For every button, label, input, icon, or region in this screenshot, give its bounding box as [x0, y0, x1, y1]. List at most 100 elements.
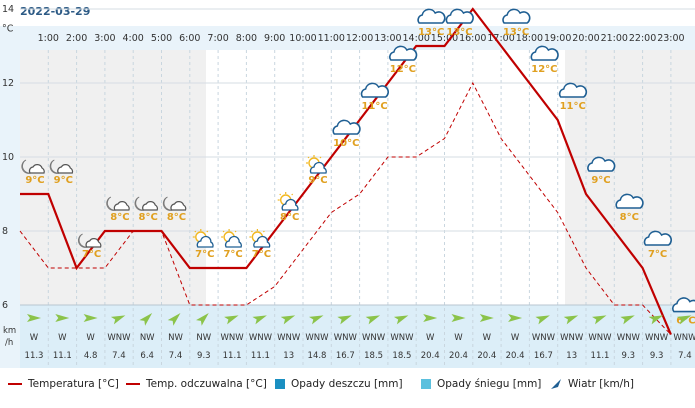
temperature-label: 8°C [620, 212, 639, 223]
night-partly-cloudy-icon [134, 196, 159, 211]
temperature-label: 13°C [418, 27, 444, 38]
hour-label: 17:00 [487, 33, 514, 44]
wind-speed: 11.1 [591, 351, 610, 361]
wind-speed: 13 [566, 351, 577, 361]
wind-arrow-icon [309, 315, 324, 325]
night-partly-cloudy-icon [49, 159, 74, 174]
wind-direction: WNW [645, 333, 669, 343]
wind-direction: WNW [560, 333, 584, 343]
wind-arrow-icon [139, 313, 153, 326]
legend-snow[interactable]: Opady śniegu [mm] [421, 378, 541, 390]
temperature-label: 9°C [591, 175, 610, 186]
wind-arrow-icon [423, 314, 438, 322]
night-shade-morning [20, 50, 206, 305]
temperature-label: 9°C [25, 175, 44, 186]
cloud-icon [558, 82, 588, 98]
wind-direction: W [426, 333, 435, 343]
wind-direction: WNW [277, 333, 301, 343]
legend-feels-like-label: Temp. odczuwalna [°C] [146, 378, 267, 390]
temperature-label: 12°C [390, 64, 416, 75]
legend: Temperatura [°C] Temp. odczuwalna [°C] O… [8, 375, 688, 393]
cloud-icon [615, 193, 644, 209]
wind-speed: 9.3 [197, 351, 211, 361]
wind-arrow-icon [451, 314, 466, 322]
cloud-icon [417, 8, 446, 24]
temperature-line [20, 7, 672, 336]
hour-label: 21:00 [601, 33, 628, 44]
legend-rain-swatch [275, 379, 285, 389]
hour-label: 16:00 [459, 33, 486, 44]
wind-speed: 13 [283, 351, 294, 361]
day-partly-cloudy-icon [306, 155, 327, 174]
wind-speed: 9.3 [650, 351, 664, 361]
temperature-label: 11°C [560, 101, 586, 112]
cloud-icon [530, 45, 559, 61]
y-unit-label: °C [2, 23, 14, 34]
day-partly-cloudy-icon [221, 229, 242, 248]
wind-arrow-icon [479, 314, 494, 322]
wind-arrow-icon [535, 315, 550, 325]
legend-wind[interactable]: Wiatr [km/h] [550, 378, 634, 390]
wind-direction: W [30, 333, 39, 343]
wind-unit-label-2: /h [5, 338, 13, 348]
temperature-label: 8°C [139, 212, 158, 223]
wind-arrow-icon [676, 315, 692, 325]
wind-arrow-icon [280, 315, 296, 325]
wind-arrow-icon [337, 315, 352, 325]
wind-direction: NW [140, 333, 155, 343]
wind-arrow-icon [83, 314, 98, 322]
wind-direction: W [483, 333, 492, 343]
hour-label: 14:00 [403, 33, 430, 44]
wind-direction: W [86, 333, 95, 343]
hour-label: 23:00 [657, 33, 684, 44]
wind-arrow-icon [508, 314, 523, 322]
wind-speed: 16.7 [336, 351, 355, 361]
wind-speed: 4.8 [84, 351, 98, 361]
hour-label: 6:00 [179, 33, 200, 44]
temperature-label: 7°C [195, 249, 214, 260]
temperature-label: 13°C [503, 27, 529, 38]
legend-wind-label: Wiatr [km/h] [568, 378, 634, 390]
day-partly-cloudy-icon [277, 192, 299, 211]
wind-direction: WNW [617, 333, 641, 343]
night-partly-cloudy-icon [21, 159, 45, 174]
wind-speed: 11.1 [53, 351, 72, 361]
date-title: 2022-03-29 [20, 5, 91, 18]
wind-direction: WNW [532, 333, 556, 343]
cloud-icon [643, 230, 672, 246]
wind-direction: W [454, 333, 463, 343]
wind-speed: 20.4 [421, 351, 440, 361]
legend-feels-like-swatch [126, 383, 140, 385]
temperature-label: 10°C [333, 138, 359, 149]
wind-unit-label: km [3, 326, 16, 336]
cloud-icon [360, 82, 389, 98]
night-partly-cloudy-icon [162, 196, 187, 211]
hour-label: 2:00 [66, 33, 87, 44]
wind-direction: WNW [362, 333, 386, 343]
legend-feels-like[interactable]: Temp. odczuwalna [°C] [126, 378, 267, 390]
wind-arrow-icon [55, 314, 70, 322]
temperature-label: 8°C [280, 212, 299, 223]
wind-arrow-icon [27, 314, 41, 322]
wind-speed: 14.8 [308, 351, 327, 361]
legend-snow-label: Opady śniegu [mm] [437, 378, 542, 390]
y-tick-label: 14 [2, 4, 14, 15]
wind-speed: 20.4 [477, 351, 496, 361]
y-tick-label: 12 [2, 78, 14, 89]
wind-speed: 11.3 [25, 351, 44, 361]
temperature-label: 8°C [110, 212, 129, 223]
wind-direction: WNW [588, 333, 612, 343]
legend-rain[interactable]: Opady deszczu [mm] [275, 378, 403, 390]
hour-label: 19:00 [544, 33, 571, 44]
wind-arrow-icon [592, 315, 607, 325]
wind-speed: 7.4 [112, 351, 126, 361]
wind-direction: WNW [305, 333, 329, 343]
hour-label: 7:00 [207, 33, 228, 44]
cloud-icon [502, 8, 531, 24]
wind-arrow-icon [620, 315, 635, 325]
wind-direction: NW [168, 333, 183, 343]
legend-temperature[interactable]: Temperatura [°C] [8, 378, 119, 390]
cloud-icon [672, 297, 695, 313]
wind-arrow-icon [167, 313, 181, 326]
temperature-label: 13°C [446, 27, 472, 38]
